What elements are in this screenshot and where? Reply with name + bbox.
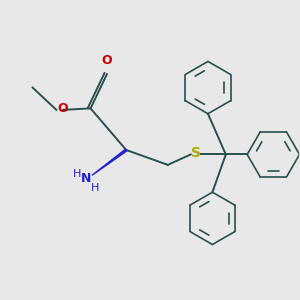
Polygon shape: [92, 149, 127, 175]
Text: H: H: [91, 183, 99, 193]
Text: O: O: [58, 102, 68, 115]
Text: H: H: [73, 169, 81, 179]
Text: O: O: [102, 54, 112, 67]
Text: N: N: [81, 172, 91, 185]
Text: S: S: [191, 146, 201, 160]
